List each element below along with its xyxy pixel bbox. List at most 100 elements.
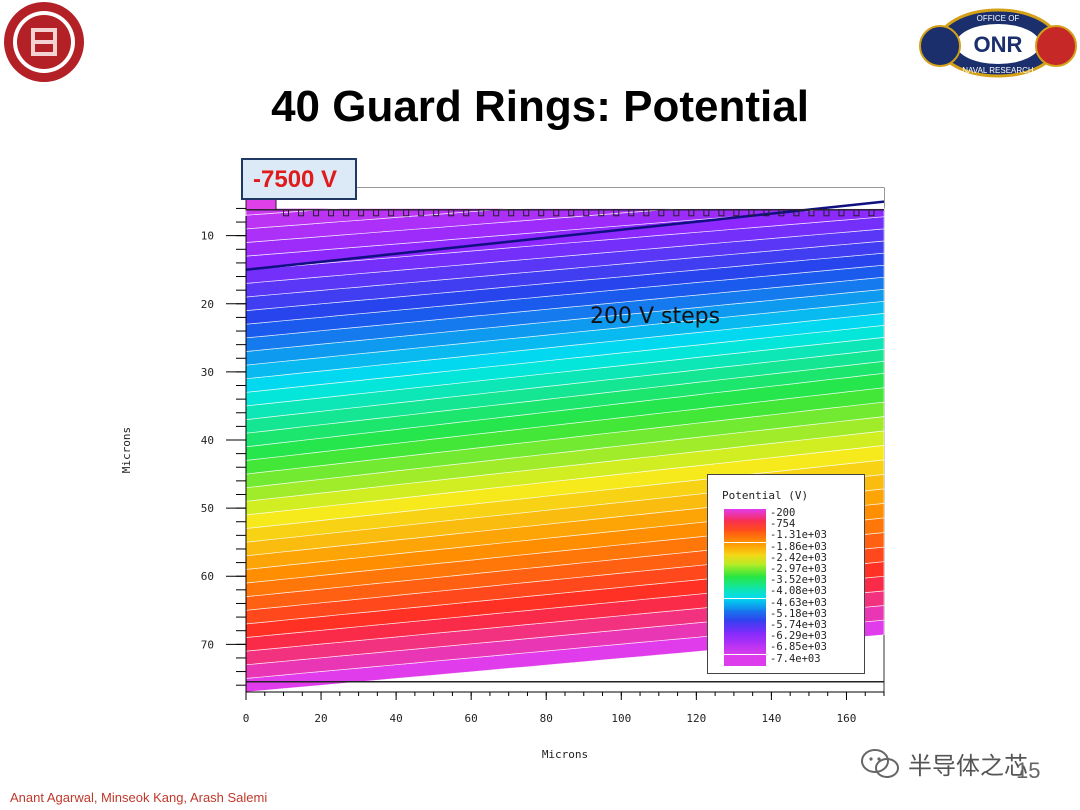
page-number: 15 — [1016, 758, 1041, 783]
legend-swatch — [724, 587, 766, 599]
legend-label: -4.63e+03 — [770, 596, 827, 609]
university-seal-logo — [4, 2, 84, 82]
y-tick-label: 50 — [201, 502, 214, 515]
legend-label: -6.85e+03 — [770, 641, 827, 654]
legend-label: -754 — [770, 518, 796, 531]
guard-ring — [553, 209, 560, 217]
x-tick-label: 120 — [686, 712, 706, 725]
guard-ring — [643, 209, 650, 217]
legend-label: -6.29e+03 — [770, 630, 827, 643]
y-tick-label: 20 — [201, 298, 214, 311]
guard-ring — [283, 209, 290, 217]
guard-ring — [808, 209, 815, 217]
legend-label: -7.4e+03 — [770, 652, 821, 665]
legend-label: -2.97e+03 — [770, 563, 827, 575]
guard-ring — [463, 209, 470, 217]
authors: Anant Agarwal, Minseok Kang, Arash Salem… — [10, 790, 268, 805]
x-tick-label: 20 — [314, 712, 327, 725]
legend-label: -2.42e+03 — [770, 551, 827, 564]
guard-ring — [853, 209, 860, 217]
guard-ring — [358, 209, 365, 217]
guard-ring — [658, 209, 665, 217]
legend-swatch — [724, 598, 766, 610]
legend-swatch — [724, 565, 766, 576]
x-tick-label: 60 — [465, 712, 478, 725]
legend-swatch — [724, 531, 766, 543]
guard-ring — [478, 209, 485, 217]
legend-label: -4.08e+03 — [770, 585, 827, 598]
guard-ring — [508, 209, 515, 217]
onr-logo-bottom-text: NAVAL RESEARCH — [962, 66, 1034, 75]
legend-swatch — [724, 520, 766, 532]
onr-logo: ONR OFFICE OF NAVAL RESEARCH — [919, 8, 1077, 78]
guard-ring — [688, 209, 695, 217]
legend-swatch — [724, 509, 766, 520]
guard-ring — [523, 209, 530, 217]
legend-title: Potential (V) — [722, 489, 809, 502]
chat-bubble-icon — [861, 748, 899, 778]
y-tick-label: 30 — [201, 366, 214, 379]
guard-ring — [538, 209, 545, 217]
legend-swatch — [724, 553, 766, 565]
guard-ring — [328, 209, 335, 217]
legend-swatch — [724, 632, 766, 644]
guard-ring — [313, 209, 320, 217]
legend-label: -1.31e+03 — [770, 529, 827, 542]
y-tick-label: 10 — [201, 230, 214, 243]
guard-ring — [733, 209, 740, 217]
legend-label: -5.18e+03 — [770, 607, 827, 620]
x-tick-label: 160 — [837, 712, 857, 725]
legend-label: -1.86e+03 — [770, 540, 827, 553]
x-tick-label: 80 — [540, 712, 553, 725]
air-region — [246, 188, 884, 209]
guard-ring — [823, 209, 830, 217]
guard-ring — [298, 209, 305, 217]
legend-label: -5.74e+03 — [770, 619, 827, 631]
legend-swatch — [724, 654, 766, 666]
guard-ring — [838, 209, 845, 217]
y-tick-label: 70 — [201, 638, 214, 651]
guard-ring — [403, 209, 410, 217]
applied-voltage-label: -7500 V — [241, 158, 357, 200]
onr-logo-top-text: OFFICE OF — [977, 14, 1020, 23]
guard-ring — [583, 209, 590, 217]
slide-title: 40 Guard Rings: Potential — [271, 82, 809, 131]
guard-ring — [418, 209, 425, 217]
dark-equipotential-line — [245, 200, 885, 271]
legend-swatch — [724, 643, 766, 655]
guard-ring — [598, 209, 605, 217]
guard-ring — [628, 209, 635, 217]
y-tick-label: 60 — [201, 570, 214, 583]
watermark: 半导体之芯 — [860, 746, 1028, 781]
legend-label: -200 — [770, 507, 796, 519]
guard-ring — [868, 209, 875, 217]
guard-ring — [493, 209, 500, 217]
guard-ring — [763, 209, 770, 217]
guard-ring — [793, 209, 800, 217]
guard-ring — [388, 209, 395, 217]
legend-swatch — [724, 576, 766, 588]
potential-legend: Potential (V) -200 -754 -1.31e+03 -1.86e+03… — [707, 474, 865, 674]
y-axis-label: Microns — [120, 427, 133, 473]
x-tick-label: 140 — [761, 712, 781, 725]
legend-label: -3.52e+03 — [770, 574, 827, 587]
guard-ring — [343, 209, 350, 217]
contour-steps-label: 200 V steps — [590, 304, 721, 329]
guard-ring — [703, 209, 710, 217]
x-tick-label: 100 — [611, 712, 631, 725]
guard-ring — [748, 209, 755, 217]
y-tick-label: 40 — [201, 434, 214, 447]
guard-ring — [718, 209, 725, 217]
legend-swatch — [724, 542, 766, 554]
legend-swatch — [724, 609, 766, 621]
guard-ring — [373, 209, 380, 217]
guard-ring — [448, 209, 455, 217]
guard-ring — [778, 209, 785, 217]
legend-swatch — [724, 621, 766, 632]
x-tick-label: 0 — [243, 712, 250, 725]
guard-ring — [433, 209, 440, 217]
guard-ring — [568, 209, 575, 217]
x-axis-label: Microns — [542, 748, 588, 761]
